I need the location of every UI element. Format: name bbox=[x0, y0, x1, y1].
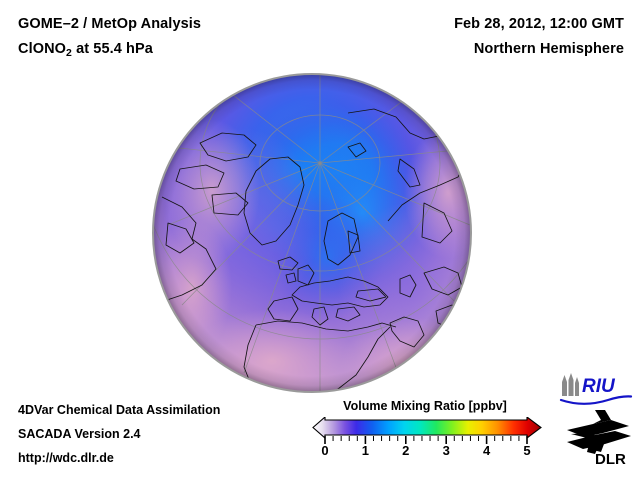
colorbar-tick-label-2: 2 bbox=[402, 443, 410, 458]
species-subscript: 2 bbox=[66, 47, 72, 59]
colorbar-tick-label-1: 1 bbox=[361, 443, 369, 458]
orthographic-projection-svg bbox=[152, 73, 472, 393]
colorbar-tick-label-5: 5 bbox=[523, 443, 531, 458]
footer-method-label: 4DVar Chemical Data Assimilation bbox=[18, 403, 221, 417]
colorbar-tick-label-3: 3 bbox=[442, 443, 450, 458]
colorbar-ticks bbox=[324, 436, 528, 444]
page-title-instrument: GOME–2 / MetOp Analysis bbox=[18, 16, 202, 32]
riu-wordmark: RIU bbox=[582, 376, 616, 397]
riu-tower-icon bbox=[562, 373, 579, 396]
riu-logo: RIU bbox=[558, 372, 634, 406]
colorbar-tick-label-0: 0 bbox=[321, 443, 329, 458]
colorbar-title: Volume Mixing Ratio [ppbv] bbox=[343, 399, 507, 413]
page-title-species: ClONO2 at 55.4 hPa bbox=[18, 41, 153, 59]
riu-logo-svg: RIU bbox=[559, 373, 633, 405]
data-field-layer bbox=[153, 74, 471, 392]
colorbar-svg bbox=[312, 417, 542, 444]
dlr-logo: DLR bbox=[565, 408, 635, 468]
globe-rim bbox=[152, 73, 472, 393]
species-level: at 55.4 hPa bbox=[71, 41, 153, 57]
dlr-logo-svg: DLR bbox=[567, 410, 631, 468]
colorbar-tick-label-4: 4 bbox=[482, 443, 491, 458]
species-name: ClONO bbox=[18, 41, 67, 57]
riu-swoosh-icon bbox=[559, 395, 633, 405]
limb-shading bbox=[153, 74, 471, 392]
region-label: Northern Hemisphere bbox=[473, 41, 624, 57]
dlr-mark-icon bbox=[567, 410, 631, 454]
dlr-wordmark: DLR bbox=[595, 451, 626, 468]
timestamp-label: Feb 28, 2012, 12:00 GMT bbox=[454, 16, 624, 32]
colorbar: Volume Mixing Ratio [ppbv] 0 1 2 3 4 5 bbox=[305, 399, 545, 471]
colorbar-gradient-bar bbox=[312, 417, 542, 440]
footer-url-link[interactable]: http://wdc.dlr.de bbox=[18, 451, 114, 465]
globe-map bbox=[152, 73, 472, 393]
footer-version-label: SACADA Version 2.4 bbox=[18, 427, 141, 441]
